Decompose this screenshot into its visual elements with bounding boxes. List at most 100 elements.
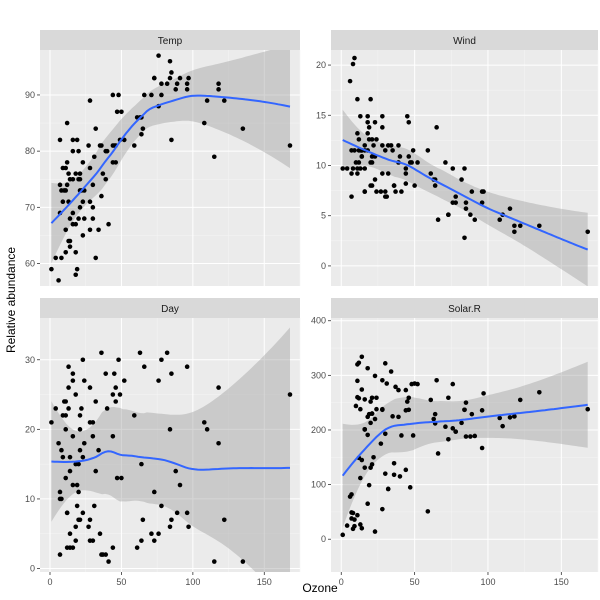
data-point bbox=[80, 357, 86, 363]
data-point bbox=[63, 165, 69, 171]
data-point bbox=[434, 125, 439, 130]
data-point bbox=[97, 531, 103, 537]
data-point bbox=[140, 517, 146, 523]
data-point bbox=[366, 137, 372, 142]
data-point bbox=[355, 394, 360, 400]
data-point bbox=[70, 176, 76, 182]
data-point bbox=[403, 166, 409, 171]
data-point bbox=[90, 205, 96, 210]
data-point bbox=[159, 503, 164, 509]
data-point bbox=[103, 148, 109, 154]
data-point bbox=[393, 384, 398, 390]
data-point bbox=[382, 361, 388, 366]
data-point bbox=[59, 255, 64, 261]
data-point bbox=[366, 482, 372, 488]
data-point bbox=[359, 526, 365, 531]
data-point bbox=[119, 109, 124, 115]
data-point bbox=[479, 200, 485, 205]
data-point bbox=[169, 517, 174, 523]
data-point bbox=[371, 143, 376, 148]
data-point bbox=[184, 510, 190, 516]
data-point bbox=[463, 434, 469, 439]
data-point bbox=[365, 501, 370, 507]
data-point bbox=[359, 154, 365, 159]
data-point bbox=[74, 503, 80, 509]
data-point bbox=[77, 427, 83, 432]
data-point bbox=[382, 431, 388, 437]
data-point bbox=[76, 148, 81, 154]
data-point bbox=[57, 489, 63, 495]
data-point bbox=[432, 411, 438, 417]
data-point bbox=[53, 255, 59, 261]
data-point bbox=[76, 176, 81, 182]
data-point bbox=[96, 227, 101, 233]
data-point bbox=[446, 212, 451, 217]
data-point bbox=[70, 137, 76, 143]
facet-strip bbox=[331, 30, 598, 50]
data-point bbox=[201, 120, 207, 126]
data-point bbox=[453, 429, 458, 434]
data-point bbox=[404, 399, 410, 404]
data-point bbox=[80, 454, 86, 460]
x-axis-title: Ozone bbox=[302, 581, 338, 595]
data-point bbox=[67, 454, 73, 460]
data-point bbox=[359, 387, 365, 392]
data-point bbox=[87, 385, 93, 390]
data-point bbox=[378, 189, 384, 194]
data-point bbox=[358, 406, 363, 412]
data-point bbox=[512, 223, 517, 229]
data-point bbox=[159, 92, 164, 98]
data-point bbox=[141, 364, 147, 370]
data-point bbox=[156, 53, 161, 58]
data-point bbox=[512, 229, 517, 235]
data-point bbox=[73, 171, 79, 176]
data-point bbox=[407, 485, 413, 490]
data-point bbox=[60, 413, 66, 418]
data-point bbox=[74, 137, 80, 143]
data-point bbox=[362, 397, 368, 402]
data-point bbox=[159, 357, 164, 363]
facet-panel-wind: Wind 0 5 10 15 20 bbox=[316, 30, 599, 286]
facet-strip-label: Temp bbox=[158, 36, 183, 47]
confidence-band bbox=[342, 361, 588, 528]
data-point bbox=[216, 385, 221, 390]
data-point bbox=[64, 160, 70, 165]
data-point bbox=[77, 205, 83, 210]
data-point bbox=[53, 406, 59, 411]
data-point bbox=[77, 517, 83, 523]
data-point bbox=[366, 411, 372, 417]
data-point bbox=[73, 524, 79, 530]
data-point bbox=[425, 509, 431, 514]
data-point bbox=[479, 189, 485, 194]
data-point bbox=[87, 517, 93, 523]
data-point bbox=[73, 538, 79, 543]
x-tick-label: 0 bbox=[339, 577, 344, 587]
data-point bbox=[443, 424, 448, 430]
data-point bbox=[380, 125, 385, 130]
data-point bbox=[585, 229, 591, 235]
data-point bbox=[374, 137, 379, 142]
data-point bbox=[63, 475, 69, 481]
data-point bbox=[221, 98, 227, 103]
data-point bbox=[67, 531, 73, 537]
data-point bbox=[356, 160, 362, 165]
data-point bbox=[362, 465, 368, 470]
y-tick-label: 10 bbox=[316, 160, 326, 170]
data-point bbox=[352, 55, 357, 61]
data-point bbox=[406, 395, 412, 401]
data-point bbox=[450, 200, 456, 205]
data-point bbox=[350, 166, 356, 171]
data-point bbox=[287, 392, 293, 397]
data-point bbox=[406, 154, 412, 159]
data-point bbox=[365, 120, 370, 125]
data-point bbox=[103, 552, 109, 557]
data-point bbox=[393, 189, 398, 194]
y-tick-label: 60 bbox=[25, 259, 35, 269]
data-point bbox=[64, 120, 70, 126]
facet-strip bbox=[40, 298, 300, 318]
data-point bbox=[74, 266, 80, 272]
data-point bbox=[113, 385, 119, 390]
data-point bbox=[462, 166, 467, 171]
data-point bbox=[365, 131, 370, 136]
